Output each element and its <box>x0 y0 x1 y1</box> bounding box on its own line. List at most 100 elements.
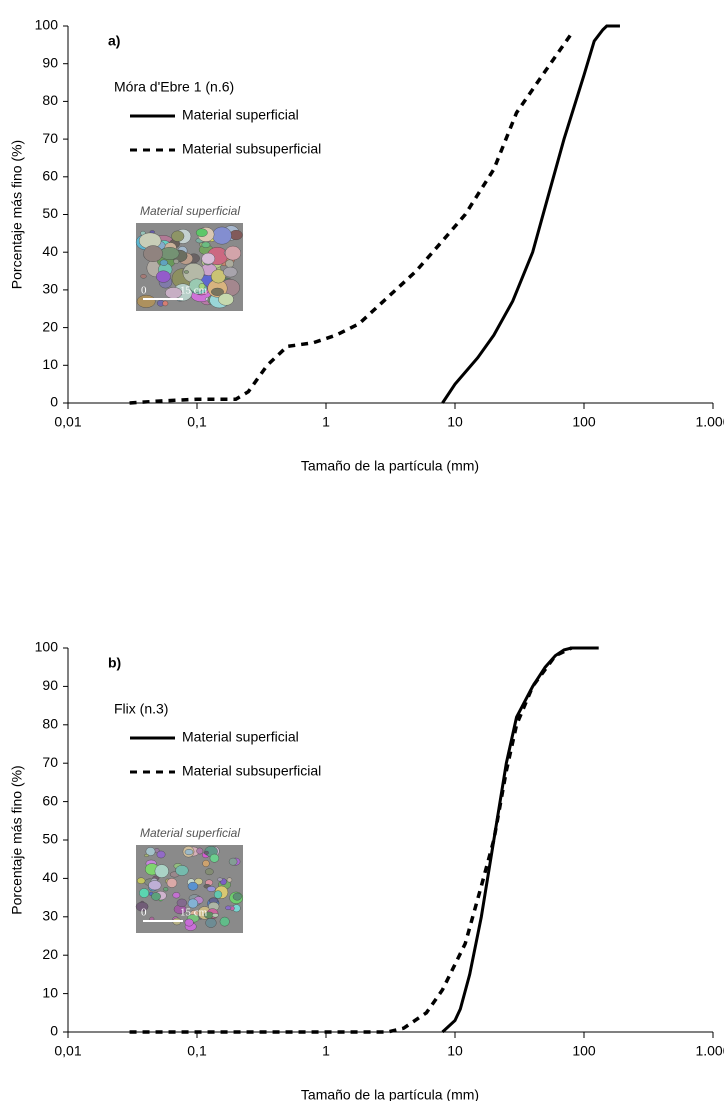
legend-title: Móra d'Ebre 1 (n.6) <box>114 79 234 95</box>
photo-stone <box>187 881 199 891</box>
panel-label: b) <box>108 655 121 671</box>
y-tick-label: 0 <box>50 1023 58 1039</box>
photo-stone <box>209 853 220 863</box>
y-tick-label: 20 <box>42 946 58 962</box>
data-line <box>129 32 573 405</box>
photo-stone <box>187 898 199 909</box>
photo-stone <box>210 269 226 284</box>
photo-stone <box>172 892 181 899</box>
data-line <box>441 646 599 1034</box>
y-tick-label: 30 <box>42 908 58 924</box>
photo-stone <box>139 888 150 898</box>
photo-stone <box>211 287 224 296</box>
photo-stone <box>148 880 162 891</box>
photo-stone <box>213 890 223 899</box>
legend-title: Flix (n.3) <box>114 701 168 717</box>
x-tick-label: 1 <box>322 1043 330 1059</box>
photo-stone <box>224 245 242 261</box>
x-tick-label: 0,01 <box>54 1043 81 1059</box>
photo-stone <box>201 241 211 248</box>
photo-stone <box>151 892 161 901</box>
y-tick-label: 50 <box>42 831 58 847</box>
y-tick-label: 80 <box>42 92 58 108</box>
photo-scale-length: 15 cm <box>180 285 208 297</box>
y-tick-label: 50 <box>42 205 58 221</box>
x-tick-label: 100 <box>572 414 596 430</box>
photo-stone <box>171 230 185 242</box>
photo-stone <box>206 886 216 892</box>
photo-stone <box>145 847 156 856</box>
y-tick-label: 0 <box>50 394 58 410</box>
photo-stone <box>225 905 232 910</box>
x-axis-label: Tamaño de la partícula (mm) <box>301 458 479 474</box>
x-tick-label: 10 <box>447 414 463 430</box>
panel-label: a) <box>108 33 120 49</box>
photo-stone <box>173 258 180 264</box>
photo-stone <box>143 245 163 262</box>
photo-stone <box>156 850 166 859</box>
photo-stone <box>159 259 168 266</box>
y-tick-label: 10 <box>42 984 58 1000</box>
y-axis-label: Porcentaje más fino (%) <box>9 765 25 914</box>
x-tick-label: 100 <box>572 1043 596 1059</box>
y-tick-label: 90 <box>42 54 58 70</box>
y-tick-label: 60 <box>42 168 58 184</box>
photo-stone <box>228 857 238 866</box>
photo-stone <box>205 868 214 876</box>
photo-stone <box>195 228 208 237</box>
photo-stone <box>175 865 189 876</box>
photo-stone <box>156 270 171 283</box>
photo-stone <box>232 892 242 901</box>
x-tick-label: 0,1 <box>187 414 207 430</box>
photo-stone <box>166 878 178 888</box>
y-tick-label: 100 <box>35 639 59 655</box>
y-tick-label: 10 <box>42 356 58 372</box>
x-tick-label: 1.000 <box>695 1043 724 1059</box>
x-tick-label: 0,1 <box>187 1043 207 1059</box>
photo-stone <box>159 247 180 260</box>
photo-stone <box>201 252 216 265</box>
photo-scale-zero: 0 <box>141 907 147 919</box>
legend-label: Material subsuperficial <box>182 141 321 157</box>
photo-stone <box>217 877 223 882</box>
photo-stone <box>176 898 187 907</box>
x-tick-label: 1 <box>322 414 330 430</box>
photo-scale-length: 15 cm <box>180 907 208 919</box>
x-axis-label: Tamaño de la partícula (mm) <box>301 1087 479 1101</box>
y-tick-label: 30 <box>42 281 58 297</box>
photo-stone <box>225 259 234 268</box>
y-tick-label: 70 <box>42 130 58 146</box>
photo-stone <box>135 901 149 912</box>
photo-stone <box>163 887 169 892</box>
y-axis-label: Porcentaje más fino (%) <box>9 140 25 289</box>
photo-stone <box>136 294 156 308</box>
legend-label: Material superficial <box>182 107 299 123</box>
photo-stone <box>154 864 169 878</box>
y-tick-label: 20 <box>42 318 58 334</box>
photo-caption: Material superficial <box>140 204 240 218</box>
photo-stone <box>205 917 217 928</box>
x-tick-label: 1.000 <box>695 414 724 430</box>
y-tick-label: 40 <box>42 243 58 259</box>
photo-stone <box>226 877 233 883</box>
data-line <box>441 24 620 404</box>
photo-stone <box>184 849 194 856</box>
y-tick-label: 100 <box>35 17 59 33</box>
x-tick-label: 10 <box>447 1043 463 1059</box>
legend-label: Material subsuperficial <box>182 763 321 779</box>
y-tick-label: 80 <box>42 716 58 732</box>
photo-stone <box>218 293 234 306</box>
photo-stone <box>196 847 204 855</box>
photo-stone <box>219 916 230 927</box>
legend-label: Material superficial <box>182 729 299 745</box>
data-line <box>129 646 573 1034</box>
x-tick-label: 0,01 <box>54 414 81 430</box>
photo-stone <box>202 859 210 868</box>
photo-stone <box>212 226 232 245</box>
y-tick-label: 40 <box>42 869 58 885</box>
photo-stone <box>184 918 194 927</box>
photo-stone <box>204 850 209 855</box>
y-tick-label: 70 <box>42 754 58 770</box>
photo-stone <box>140 274 147 279</box>
